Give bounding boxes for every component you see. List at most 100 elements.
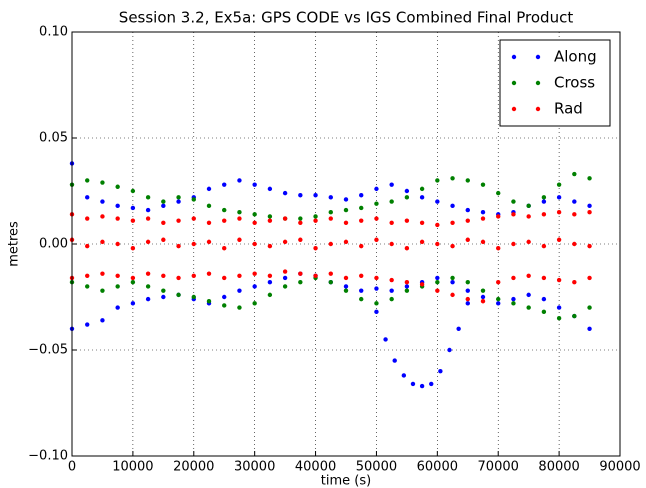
point — [450, 203, 455, 209]
point — [161, 294, 166, 300]
point — [237, 216, 242, 221]
x-tick-label: 20000 — [173, 460, 214, 475]
point — [526, 273, 531, 278]
point — [222, 246, 227, 251]
point — [447, 347, 452, 353]
point — [435, 178, 440, 183]
legend-frame — [499, 39, 611, 127]
point — [511, 301, 516, 306]
point — [556, 305, 562, 310]
point — [267, 292, 273, 298]
point — [222, 182, 227, 187]
y-tick-label: −0.10 — [28, 449, 68, 464]
legend: Along Cross Rad — [499, 39, 611, 127]
point — [328, 241, 333, 247]
point — [237, 305, 242, 310]
point — [176, 199, 181, 204]
point — [435, 241, 440, 247]
point — [100, 199, 105, 204]
point — [404, 195, 410, 200]
y-tick-label: −0.05 — [28, 343, 68, 358]
point — [343, 197, 349, 202]
point — [130, 275, 136, 281]
x-tick-label: 90000 — [599, 460, 640, 475]
x-tick-label: 40000 — [295, 460, 336, 475]
point — [267, 218, 273, 223]
point — [222, 303, 227, 308]
point — [115, 305, 120, 310]
point — [556, 182, 562, 187]
point — [587, 210, 592, 215]
point — [374, 301, 379, 306]
x-tick-label: 50000 — [356, 460, 397, 475]
point — [359, 193, 364, 198]
point — [145, 271, 151, 276]
point — [404, 288, 410, 293]
point — [401, 373, 407, 378]
point — [282, 216, 288, 221]
point — [389, 199, 394, 204]
point — [374, 237, 379, 242]
point — [392, 358, 397, 363]
point — [389, 182, 394, 187]
point — [161, 199, 166, 204]
point — [435, 288, 440, 293]
point — [130, 218, 136, 223]
point — [450, 176, 455, 181]
point — [343, 284, 349, 289]
point — [100, 239, 105, 245]
point — [100, 180, 105, 185]
plot-frame — [71, 31, 621, 457]
point — [556, 195, 562, 200]
point — [572, 199, 577, 204]
point — [161, 288, 166, 293]
x-tick-label: 0 — [68, 460, 76, 475]
point — [511, 212, 516, 217]
point — [480, 216, 486, 221]
point — [511, 241, 516, 247]
point — [252, 220, 257, 225]
point — [191, 273, 196, 278]
point — [541, 243, 547, 249]
point — [115, 216, 120, 221]
point — [252, 271, 257, 276]
point — [130, 205, 136, 211]
point — [496, 214, 501, 219]
point — [541, 275, 547, 281]
point — [100, 214, 105, 219]
x-tick-label: 80000 — [538, 460, 579, 475]
point — [252, 241, 257, 247]
point — [298, 271, 303, 276]
point — [130, 188, 136, 194]
point — [222, 294, 227, 300]
point — [85, 178, 90, 183]
legend-label: Along — [554, 48, 597, 66]
point — [587, 243, 592, 249]
point — [115, 273, 120, 278]
point — [526, 214, 531, 219]
point — [343, 275, 349, 281]
point — [161, 237, 166, 242]
point — [206, 299, 212, 304]
point — [511, 199, 516, 204]
point — [267, 279, 273, 285]
point — [85, 273, 90, 278]
point — [526, 239, 531, 245]
y-tick-label: 0.05 — [39, 131, 68, 146]
point — [572, 279, 577, 285]
legend-marker — [535, 106, 541, 112]
point — [206, 186, 212, 192]
y-tick-label: 0.00 — [39, 237, 68, 252]
point — [282, 275, 288, 281]
point — [328, 210, 333, 215]
point — [282, 284, 288, 289]
point — [282, 190, 288, 196]
point — [222, 275, 227, 281]
point — [480, 294, 486, 300]
point — [465, 279, 470, 285]
point — [587, 275, 592, 281]
point — [267, 214, 273, 219]
point — [541, 212, 547, 217]
point — [313, 218, 318, 223]
